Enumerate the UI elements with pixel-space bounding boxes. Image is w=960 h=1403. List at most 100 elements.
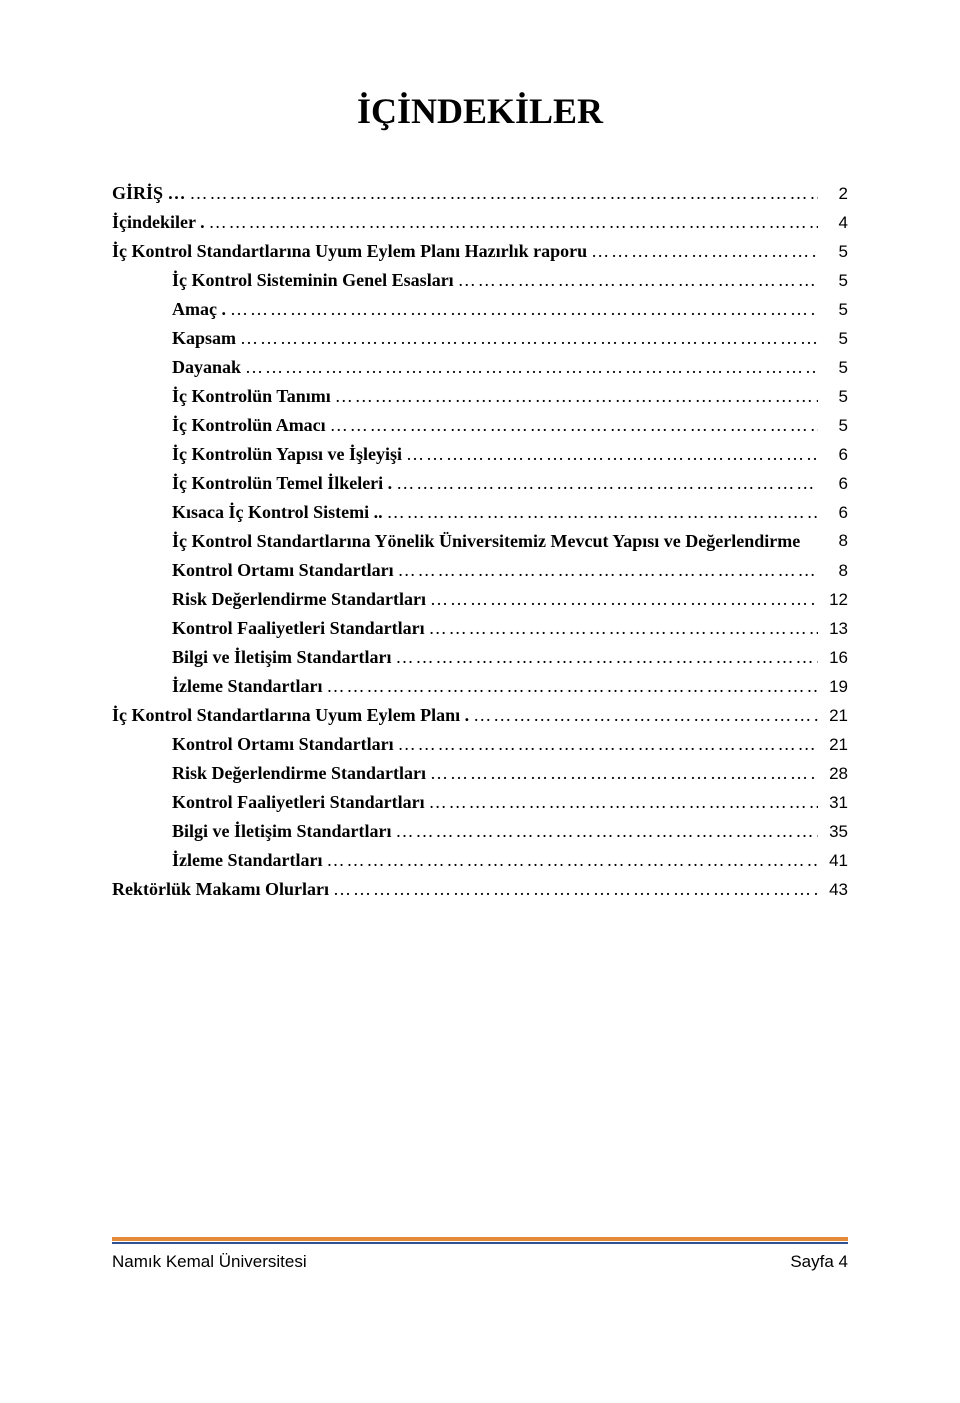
toc-entry: Risk Değerlendirme Standartları 28 bbox=[112, 760, 848, 787]
page-footer: Namık Kemal Üniversitesi Sayfa 4 bbox=[112, 1237, 848, 1272]
table-of-contents: GİRİŞ … 2 İçindekiler . 4 İç Kontrol Standar… bbox=[112, 180, 848, 903]
toc-entry-label: Kontrol Ortamı Standartları bbox=[172, 731, 394, 758]
toc-entry: Kontrol Ortamı Standartları 21 bbox=[112, 731, 848, 758]
footer-right-text: Sayfa 4 bbox=[790, 1252, 848, 1272]
toc-entry-label: İç Kontrol Sisteminin Genel Esasları bbox=[172, 267, 454, 294]
toc-entry: Dayanak 5 bbox=[112, 354, 848, 381]
toc-leader-dots bbox=[402, 441, 818, 468]
toc-entry-page: 5 bbox=[818, 268, 848, 294]
toc-entry-page: 6 bbox=[818, 500, 848, 526]
toc-entry-label: İzleme Standartları bbox=[172, 847, 322, 874]
toc-entry-page: 5 bbox=[818, 384, 848, 410]
toc-entry: Rektörlük Makamı Olurları 43 bbox=[112, 876, 848, 903]
toc-leader-dots bbox=[331, 383, 818, 410]
toc-leader-dots bbox=[326, 412, 818, 439]
toc-entry-label: Kapsam bbox=[172, 325, 236, 352]
toc-leader-dots bbox=[186, 180, 818, 207]
toc-entry: İç Kontrolün Temel İlkeleri . 6 bbox=[112, 470, 848, 497]
toc-entry-label: Risk Değerlendirme Standartları bbox=[172, 586, 426, 613]
toc-entry: İç Kontrol Sisteminin Genel Esasları 5 bbox=[112, 267, 848, 294]
toc-entry: Kontrol Faaliyetleri Standartları 13 bbox=[112, 615, 848, 642]
toc-entry-page: 41 bbox=[818, 848, 848, 874]
toc-entry: Kapsam 5 bbox=[112, 325, 848, 352]
toc-entry: Bilgi ve İletişim Standartları35 bbox=[112, 818, 848, 845]
toc-entry-page: 4 bbox=[818, 210, 848, 236]
toc-entry: İzleme Standartları19 bbox=[112, 673, 848, 700]
toc-entry-label: İç Kontrolün Amacı bbox=[172, 412, 326, 439]
toc-leader-dots bbox=[383, 499, 818, 526]
toc-leader-dots bbox=[454, 267, 818, 294]
toc-entry-label: Rektörlük Makamı Olurları bbox=[112, 876, 329, 903]
footer-text-row: Namık Kemal Üniversitesi Sayfa 4 bbox=[112, 1252, 848, 1272]
toc-entry-page: 5 bbox=[818, 355, 848, 381]
footer-rule-orange bbox=[112, 1237, 848, 1241]
toc-entry: İç Kontrolün Amacı 5 bbox=[112, 412, 848, 439]
toc-entry-label: Kontrol Ortamı Standartları bbox=[172, 557, 394, 584]
footer-left-text: Namık Kemal Üniversitesi bbox=[112, 1252, 307, 1272]
toc-leader-dots bbox=[425, 789, 818, 816]
toc-entry-page: 31 bbox=[818, 790, 848, 816]
toc-entry-label: Bilgi ve İletişim Standartları bbox=[172, 818, 392, 845]
toc-entry: İç Kontrol Standartlarına Uyum Eylem Pla… bbox=[112, 702, 848, 729]
toc-leader-dots bbox=[392, 818, 819, 845]
toc-leader-dots bbox=[241, 354, 818, 381]
toc-entry-label: İçindekiler . bbox=[112, 209, 205, 236]
toc-entry-page: 5 bbox=[818, 297, 848, 323]
toc-entry-page: 21 bbox=[818, 703, 848, 729]
toc-leader-dots bbox=[322, 673, 818, 700]
document-page: İÇİNDEKİLER GİRİŞ … 2 İçindekiler . 4 İç Kon… bbox=[0, 0, 960, 1320]
toc-entry-label: Bilgi ve İletişim Standartları bbox=[172, 644, 392, 671]
toc-entry-label: GİRİŞ … bbox=[112, 180, 186, 207]
page-title: İÇİNDEKİLER bbox=[112, 90, 848, 132]
toc-entry-page: 19 bbox=[818, 674, 848, 700]
toc-entry-page: 13 bbox=[818, 616, 848, 642]
toc-entry-page: 12 bbox=[818, 587, 848, 613]
toc-entry-label: İç Kontrolün Tanımı bbox=[172, 383, 331, 410]
toc-entry-page: 16 bbox=[818, 645, 848, 671]
toc-leader-dots bbox=[329, 876, 818, 903]
toc-entry: Kontrol Ortamı Standartları 8 bbox=[112, 557, 848, 584]
toc-entry-page: 43 bbox=[818, 877, 848, 903]
toc-entry: İç Kontrolün Yapısı ve İşleyişi6 bbox=[112, 441, 848, 468]
toc-entry: Risk Değerlendirme Standartları 12 bbox=[112, 586, 848, 613]
toc-entry: Amaç . 5 bbox=[112, 296, 848, 323]
toc-entry: İç Kontrol Standartlarına Yönelik Üniver… bbox=[112, 528, 848, 555]
toc-entry-page: 8 bbox=[818, 558, 848, 584]
toc-entry: Kontrol Faaliyetleri Standartları 31 bbox=[112, 789, 848, 816]
toc-entry-label: İç Kontrol Standartlarına Uyum Eylem Pla… bbox=[112, 702, 469, 729]
toc-entry-label: İç Kontrolün Temel İlkeleri . bbox=[172, 470, 392, 497]
toc-entry-label: İç Kontrol Standartlarına Uyum Eylem Pla… bbox=[112, 238, 587, 265]
toc-entry-page: 8 bbox=[818, 528, 848, 554]
toc-leader-dots bbox=[587, 238, 818, 265]
toc-entry-page: 6 bbox=[818, 442, 848, 468]
toc-leader-dots bbox=[469, 702, 818, 729]
toc-entry-label: İç Kontrol Standartlarına Yönelik Üniver… bbox=[172, 528, 818, 555]
toc-entry-page: 5 bbox=[818, 326, 848, 352]
toc-entry-label: Kontrol Faaliyetleri Standartları bbox=[172, 789, 425, 816]
toc-entry-page: 5 bbox=[818, 413, 848, 439]
toc-entry-page: 21 bbox=[818, 732, 848, 758]
toc-leader-dots bbox=[394, 557, 818, 584]
toc-entry-page: 2 bbox=[818, 181, 848, 207]
toc-leader-dots bbox=[426, 586, 818, 613]
toc-leader-dots bbox=[322, 847, 818, 874]
toc-leader-dots bbox=[236, 325, 818, 352]
toc-leader-dots bbox=[392, 644, 819, 671]
toc-leader-dots bbox=[392, 470, 818, 497]
toc-leader-dots bbox=[426, 760, 818, 787]
toc-entry: İçindekiler . 4 bbox=[112, 209, 848, 236]
toc-entry: İç Kontrolün Tanımı 5 bbox=[112, 383, 848, 410]
toc-entry: GİRİŞ … 2 bbox=[112, 180, 848, 207]
footer-rule-blue bbox=[112, 1242, 848, 1244]
toc-entry: İzleme Standartları 41 bbox=[112, 847, 848, 874]
toc-entry-page: 6 bbox=[818, 471, 848, 497]
toc-leader-dots bbox=[205, 209, 818, 236]
toc-entry-page: 28 bbox=[818, 761, 848, 787]
toc-entry-label: Dayanak bbox=[172, 354, 241, 381]
toc-entry-label: Risk Değerlendirme Standartları bbox=[172, 760, 426, 787]
toc-entry-label: Kontrol Faaliyetleri Standartları bbox=[172, 615, 425, 642]
toc-entry: İç Kontrol Standartlarına Uyum Eylem Pla… bbox=[112, 238, 848, 265]
toc-leader-dots bbox=[394, 731, 818, 758]
toc-entry: Bilgi ve İletişim Standartları 16 bbox=[112, 644, 848, 671]
toc-entry-label: Amaç . bbox=[172, 296, 226, 323]
